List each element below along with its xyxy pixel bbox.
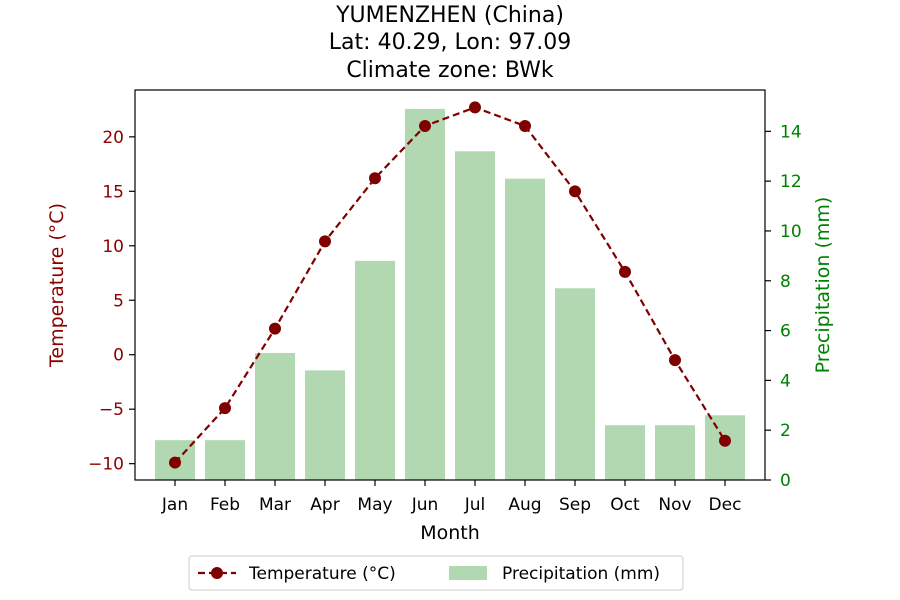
x-tick-label-aug: Aug	[508, 495, 541, 515]
right-tick-label: 12	[780, 172, 802, 192]
x-tick-label-may: May	[357, 495, 392, 515]
left-tick-label: 10	[102, 237, 124, 257]
temperature-point-feb	[219, 402, 231, 415]
temperature-point-jun	[419, 119, 431, 132]
temperature-point-apr	[319, 235, 331, 248]
precipitation-bar-jul	[455, 151, 495, 480]
temperature-point-may	[369, 172, 381, 185]
precipitation-bar-may	[355, 260, 395, 480]
legend-box	[188, 555, 684, 591]
right-y-axis-label: Precipitation (mm)	[812, 197, 834, 374]
left-tick-label: 20	[102, 128, 124, 148]
right-tick-label: 6	[780, 322, 791, 342]
temperature-series-line	[174, 106, 726, 464]
temperature-point-jul	[469, 101, 481, 114]
right-tick-label: 10	[780, 222, 802, 242]
precipitation-bars	[155, 108, 745, 481]
left-tick-label: 5	[113, 291, 124, 311]
right-tick-label: 2	[780, 421, 791, 441]
legend-temperature-label: Temperature (°C)	[248, 564, 396, 584]
x-tick-label-nov: Nov	[658, 495, 691, 515]
temperature-line	[169, 101, 731, 469]
month-axis: Jan Feb Mar Apr May Jun Jul Aug Sep Oct Nov Dec	[161, 480, 742, 515]
precipitation-bar-apr	[305, 370, 345, 480]
chart-title-line-1: YUMENZHEN (China)	[335, 3, 564, 28]
temperature-point-nov	[669, 354, 681, 367]
temperature-point-mar	[269, 322, 281, 335]
x-tick-label-jun: Jun	[411, 495, 439, 515]
precipitation-bar-jun	[405, 108, 445, 481]
temperature-point-aug	[519, 119, 531, 132]
x-tick-label-jul: Jul	[464, 495, 486, 515]
x-tick-label-feb: Feb	[210, 495, 240, 515]
precipitation-bar-dec	[705, 415, 745, 480]
right-tick-label: 8	[780, 272, 791, 292]
chart-title: YUMENZHEN (China) Lat: 40.29, Lon: 97.09…	[329, 3, 571, 83]
legend: Temperature (°C) Precipitation (mm)	[188, 555, 684, 591]
legend-temperature-marker	[211, 567, 223, 579]
chart-title-line-3: Climate zone: BWk	[346, 58, 554, 83]
precipitation-bar-aug	[505, 178, 545, 480]
x-tick-label-mar: Mar	[259, 495, 291, 515]
legend-precipitation-swatch	[449, 566, 487, 580]
precipitation-bar-sep	[555, 288, 595, 480]
right-tick-label: 14	[780, 122, 802, 142]
x-axis-label: Month	[420, 522, 480, 544]
precipitation-bar-oct	[605, 425, 645, 480]
chart-title-line-2: Lat: 40.29, Lon: 97.09	[329, 30, 571, 55]
plot-frame	[134, 89, 766, 481]
temperature-point-dec	[719, 434, 731, 447]
left-tick-label: −5	[99, 400, 124, 420]
temperature-point-oct	[619, 265, 631, 278]
temperature-point-jan	[169, 456, 181, 469]
left-tick-label: 0	[113, 346, 124, 366]
right-tick-label: 4	[780, 371, 791, 391]
right-tick-label: 0	[780, 471, 791, 491]
x-tick-label-sep: Sep	[559, 495, 591, 515]
temperature-axis: −10 −5 0 5 10 15 20	[88, 128, 135, 475]
temperature-point-sep	[569, 185, 581, 198]
left-y-axis-label: Temperature (°C)	[46, 203, 68, 368]
precipitation-bar-feb	[205, 440, 245, 480]
precipitation-axis: 0 2 4 6 8 10 12 14	[765, 122, 802, 491]
x-tick-label-oct: Oct	[610, 495, 640, 515]
left-tick-label: −10	[88, 455, 124, 475]
x-tick-label-apr: Apr	[310, 495, 339, 515]
legend-precipitation-label: Precipitation (mm)	[502, 564, 660, 584]
precipitation-bar-nov	[655, 425, 695, 480]
x-tick-label-jan: Jan	[161, 495, 188, 515]
left-tick-label: 15	[102, 182, 124, 202]
x-tick-label-dec: Dec	[709, 495, 742, 515]
precipitation-bar-mar	[255, 352, 295, 480]
